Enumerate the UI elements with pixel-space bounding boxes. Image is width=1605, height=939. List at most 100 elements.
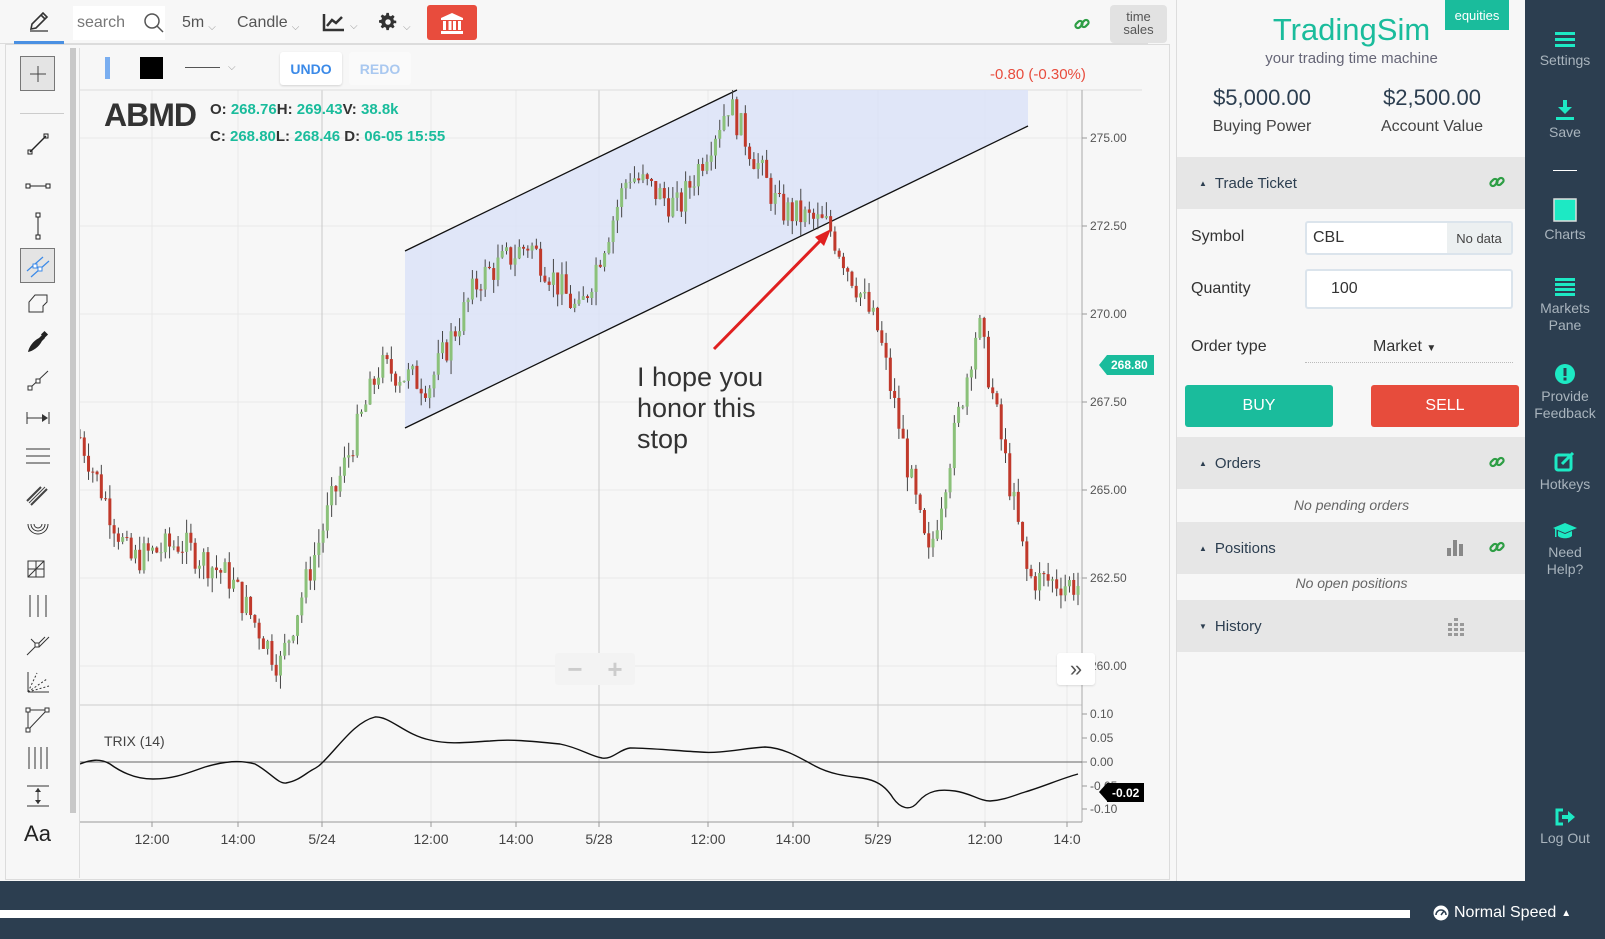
order-type-dropdown[interactable]: Market ▼ [1373, 338, 1437, 355]
triangle-tool[interactable] [20, 702, 55, 737]
zoom-out-button[interactable]: − [567, 653, 583, 684]
stroke-color-swatch[interactable] [105, 57, 110, 79]
chevron-down-icon: ⌵ [208, 22, 216, 33]
caret-up-icon: ▲ [1199, 178, 1207, 188]
exclamation-icon [1555, 364, 1575, 384]
brand-tagline: your trading time machine [1265, 50, 1438, 67]
chart-annotation-text[interactable]: I hope you honor this stop [637, 362, 764, 454]
line-style-dropdown[interactable]: ⌵ [185, 62, 236, 73]
price-change: -0.80 (-0.30%) [990, 66, 1086, 83]
settings-dropdown[interactable]: ⌵ [377, 11, 411, 33]
ray-tool[interactable] [20, 362, 55, 397]
svg-text:275.00: 275.00 [1090, 131, 1127, 145]
vertical-line-icon [35, 212, 40, 239]
four-lines-icon [28, 746, 47, 769]
positions-header[interactable]: ▲ Positions [1177, 522, 1526, 574]
double-chevron-right-icon: » [1069, 656, 1083, 681]
svg-text:5/24: 5/24 [308, 831, 335, 847]
cycle-lines-tool[interactable] [20, 588, 55, 623]
trix-value-tag: -0.02 [1098, 783, 1145, 802]
nav-feedback[interactable]: Provide Feedback [1525, 364, 1605, 422]
zoom-in-button[interactable]: + [607, 653, 623, 684]
toolbox-scrollbar[interactable] [70, 48, 76, 813]
text-tool[interactable]: Aa [20, 816, 55, 851]
link-icon[interactable] [1488, 173, 1506, 195]
polyline-tool[interactable] [20, 285, 55, 320]
text-icon: Aa [24, 820, 51, 846]
indicator-label[interactable]: TRIX (14) [104, 733, 165, 749]
fib-fan-tool[interactable] [20, 664, 55, 699]
nav-markets-pane[interactable]: Markets Pane [1525, 278, 1605, 334]
symbol-status: No data [1447, 223, 1511, 253]
link-icon[interactable] [1488, 453, 1506, 475]
nav-save[interactable]: Save [1525, 100, 1605, 141]
chart-type-dropdown[interactable]: Candle ⌵ [237, 13, 300, 34]
trendline-tool[interactable] [20, 126, 55, 161]
nav-help[interactable]: Need Help? [1525, 522, 1605, 578]
undo-button[interactable]: UNDO [280, 52, 342, 85]
open-value: 268.76 [230, 101, 277, 118]
parallel-channel-tool[interactable] [20, 248, 55, 283]
histogram-icon[interactable] [1446, 616, 1466, 640]
buy-button[interactable]: BUY [1185, 385, 1333, 427]
sell-button[interactable]: SELL [1371, 385, 1519, 427]
search-icon[interactable] [143, 12, 165, 34]
interval-dropdown[interactable]: 5m ⌵ [182, 13, 216, 34]
divider [1305, 362, 1513, 363]
nav-settings[interactable]: Settings [1525, 32, 1605, 69]
drawing-tab[interactable] [14, 0, 64, 44]
svg-text:14:0: 14:0 [1053, 831, 1080, 847]
link-icon[interactable] [1488, 538, 1506, 560]
indicators-dropdown[interactable]: ⌵ [322, 11, 358, 32]
price-chart[interactable]: 275.00 272.50 270.00 267.50 265.00 262.5… [0, 0, 1148, 880]
broker-button[interactable] [427, 5, 477, 40]
gann-box-tool[interactable] [20, 550, 55, 585]
redo-button[interactable]: REDO [349, 52, 411, 85]
nav-charts[interactable]: Charts [1525, 198, 1605, 243]
history-header[interactable]: ▼ History [1177, 600, 1526, 652]
quantity-input[interactable]: 100 [1305, 269, 1513, 309]
horizontal-lines-tool[interactable] [20, 438, 55, 473]
chevron-down-icon: ⌵ [291, 22, 300, 33]
svg-text:260.00: 260.00 [1090, 659, 1127, 673]
channel-icon [25, 485, 48, 506]
caret-up-icon: ▲ [1199, 543, 1207, 553]
arrow-range-icon [26, 411, 49, 424]
crosshair-tool[interactable] [20, 56, 55, 91]
market-badge[interactable]: equities [1445, 0, 1509, 30]
high-value: 269.43 [296, 101, 343, 118]
horizontal-line-icon [25, 183, 50, 188]
measure-tool[interactable] [20, 400, 55, 435]
trix-line [79, 716, 1079, 809]
svg-text:5/28: 5/28 [585, 831, 612, 847]
pitchfan-tool[interactable] [20, 476, 55, 511]
nav-logout[interactable]: Log Out [1525, 808, 1605, 847]
price-range-tool[interactable] [20, 778, 55, 813]
price-range-icon [26, 785, 49, 806]
fill-color-swatch[interactable] [140, 57, 163, 79]
link-chart-button[interactable] [1073, 15, 1091, 38]
arcs-tool[interactable] [20, 512, 55, 547]
pitchfork-tool[interactable] [20, 626, 55, 661]
gear-icon [379, 12, 397, 31]
positions-empty-text: No open positions [1295, 575, 1408, 591]
vertical-lines-icon [29, 594, 46, 617]
playback-progress[interactable] [0, 910, 1410, 918]
speed-selector[interactable]: Normal Speed ▲ [1433, 904, 1571, 922]
symbol-input[interactable]: CBL No data [1305, 221, 1513, 255]
time-and-sales-button[interactable]: time sales [1110, 5, 1167, 43]
chevron-down-icon: ⌵ [350, 21, 358, 32]
search-input[interactable]: search [77, 14, 126, 31]
trade-ticket-header[interactable]: ▲ Trade Ticket [1177, 157, 1526, 209]
orders-header[interactable]: ▲ Orders [1177, 437, 1526, 489]
bar-chart-icon[interactable] [1446, 538, 1466, 560]
time-zones-tool[interactable] [20, 740, 55, 775]
list-icon [1555, 278, 1575, 296]
vertical-line-tool[interactable] [20, 208, 55, 243]
brush-tool[interactable] [20, 324, 55, 359]
nav-hotkeys[interactable]: Hotkeys [1525, 452, 1605, 493]
horizontal-ray-tool[interactable] [20, 168, 55, 203]
symbol-search[interactable]: search [73, 6, 165, 40]
scroll-to-latest-button[interactable]: » [1057, 653, 1095, 685]
svg-text:14:00: 14:00 [498, 831, 533, 847]
